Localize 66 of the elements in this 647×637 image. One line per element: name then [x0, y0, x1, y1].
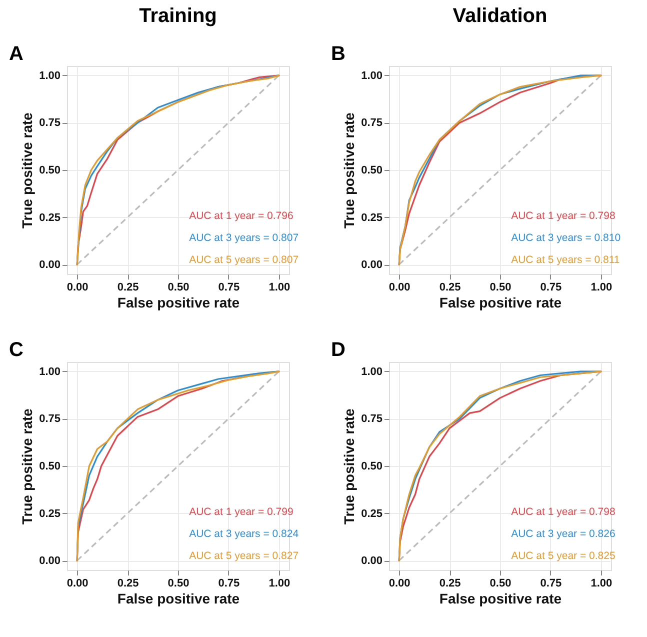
x-axis-title: False positive rate: [117, 294, 240, 310]
y-axis-title: True positive rate: [341, 112, 358, 228]
text: AUC at 3 year = 0.826: [511, 528, 616, 540]
y-tick-label: 0.50: [361, 164, 382, 176]
text: AUC at 1 year = 0.798: [511, 210, 616, 222]
y-tick-label: 1.00: [361, 70, 382, 82]
x-tick-label: 0.50: [490, 578, 512, 590]
text: B: [331, 43, 346, 65]
y-tick-label: 0.25: [39, 212, 60, 224]
y-tick-label: 0.25: [361, 212, 382, 224]
x-tick-label: 0.25: [117, 282, 139, 294]
x-tick-label: 1.00: [590, 578, 612, 590]
y-tick-label: 0.50: [361, 460, 382, 472]
y-tick-label: 1.00: [361, 366, 382, 378]
chart-title: Training: [139, 5, 217, 27]
text: AUC at 5 year = 0.825: [511, 550, 616, 562]
text: D: [331, 339, 346, 361]
x-tick-label: 0.25: [439, 578, 461, 590]
y-tick-label: 0.00: [361, 259, 382, 272]
x-tick-label: 1.00: [268, 282, 290, 294]
y-tick-label: 0.00: [39, 555, 60, 568]
y-tick-label: 0.00: [39, 259, 60, 272]
x-tick-label: 0.50: [168, 578, 190, 590]
y-axis-title: True positive rate: [19, 112, 36, 228]
y-tick-label: 0.50: [39, 164, 60, 176]
text: A: [9, 43, 24, 65]
text: AUC at 1 year = 0.796: [189, 210, 294, 222]
text: AUC at 1 year = 0.798: [511, 506, 616, 518]
y-tick-label: 0.75: [361, 117, 382, 130]
text: AUC at 3 years = 0.810: [511, 232, 621, 244]
text: C: [9, 339, 24, 361]
x-tick-label: 0.50: [168, 282, 190, 294]
y-tick-label: 0.00: [361, 555, 382, 568]
text: AUC at 1 year = 0.799: [189, 506, 294, 518]
y-axis-title: True positive rate: [341, 408, 358, 524]
x-tick-label: 1.00: [590, 282, 612, 294]
x-tick-label: 0.50: [490, 282, 512, 294]
y-tick-label: 0.75: [39, 117, 60, 130]
y-tick-label: 0.75: [361, 413, 382, 426]
x-tick-label: 1.00: [268, 578, 290, 590]
x-tick-label: 0.75: [540, 282, 562, 294]
text: AUC at 3 years = 0.824: [189, 528, 299, 540]
x-tick-label: 0.00: [66, 578, 88, 590]
y-tick-label: 1.00: [39, 70, 60, 82]
x-axis-title: False positive rate: [439, 294, 562, 310]
y-tick-label: 0.75: [39, 413, 60, 426]
text: AUC at 5 years = 0.807: [189, 254, 299, 266]
text: AUC at 5 years = 0.811: [511, 254, 620, 266]
x-tick-label: 0.25: [117, 578, 139, 590]
text: AUC at 3 years = 0.807: [189, 232, 299, 244]
x-tick-label: 0.75: [218, 578, 240, 590]
y-axis-title: True positive rate: [19, 408, 36, 524]
x-tick-label: 0.25: [439, 282, 461, 294]
x-tick-label: 0.75: [218, 282, 240, 294]
y-tick-label: 1.00: [39, 366, 60, 378]
x-axis-title: False positive rate: [439, 590, 562, 606]
x-axis-title: False positive rate: [117, 590, 240, 606]
chart-title: Validation: [452, 5, 548, 27]
x-tick-label: 0.00: [388, 282, 410, 294]
text: AUC at 5 years = 0.827: [189, 550, 299, 562]
x-tick-label: 0.00: [388, 578, 410, 590]
y-tick-label: 0.25: [39, 508, 60, 520]
x-tick-label: 0.75: [540, 578, 562, 590]
x-tick-label: 0.00: [66, 282, 88, 294]
y-tick-label: 0.50: [39, 460, 60, 472]
y-tick-label: 0.25: [361, 508, 382, 520]
